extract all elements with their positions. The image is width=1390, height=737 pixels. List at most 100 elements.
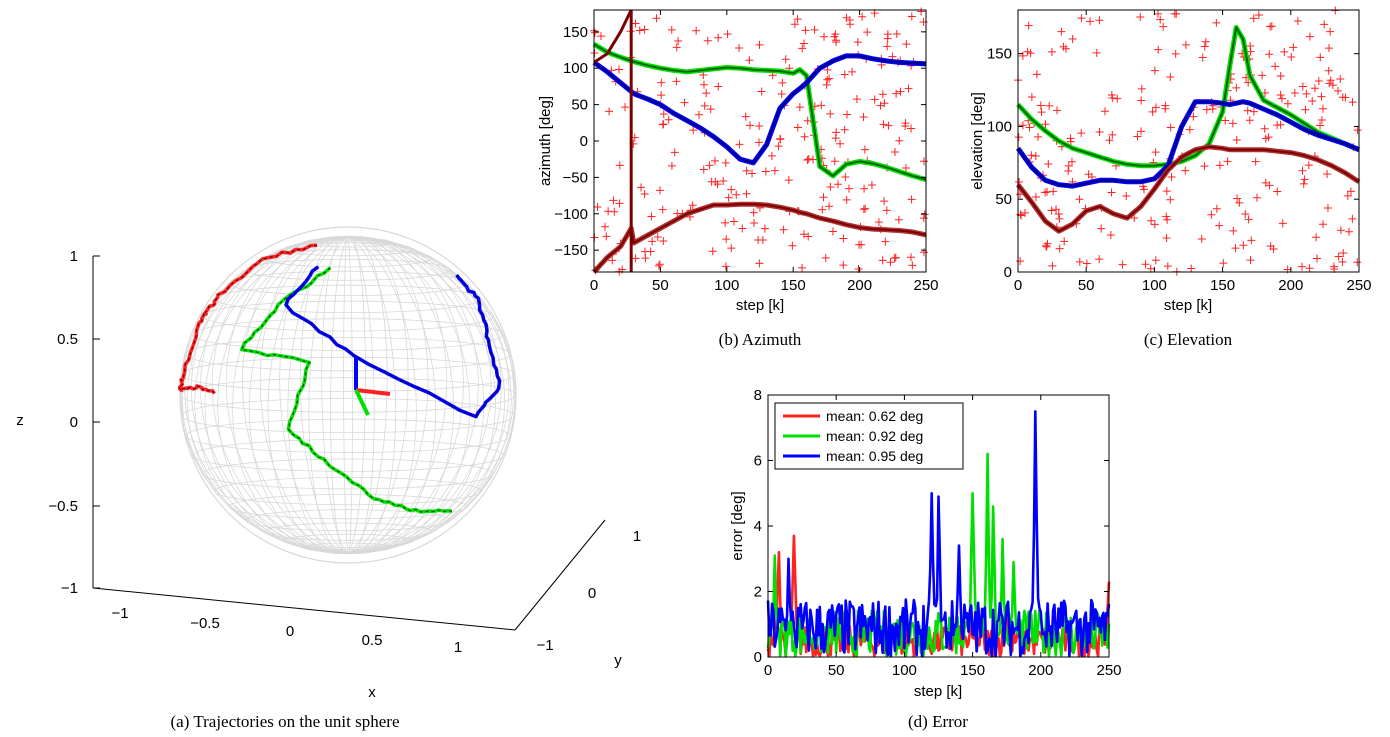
azimuth-plus-marker: [703, 36, 712, 45]
azimuth-plus-marker: [658, 120, 667, 129]
elevation-plus-marker: [1054, 209, 1063, 218]
elevation-plus-marker: [1245, 116, 1254, 125]
elevation-plus-marker: [1153, 9, 1162, 18]
elevation-plus-marker: [1107, 188, 1116, 197]
azimuth-plus-marker: [608, 256, 617, 265]
elevation-plus-marker: [1249, 107, 1258, 116]
azimuth-plus-marker: [839, 261, 848, 270]
elevation-plus-marker: [1316, 121, 1325, 130]
y-tick-label: 0: [588, 585, 596, 602]
azimuth-plus-marker: [901, 164, 910, 173]
azimuth-plus-marker: [640, 25, 649, 34]
azimuth-ytick-label: −100: [554, 206, 588, 223]
elevation-plus-marker: [1287, 53, 1296, 62]
azimuth-plus-marker: [659, 237, 668, 246]
sphere-longitude-line: [330, 235, 366, 555]
elevation-plus-marker: [1283, 99, 1292, 108]
azimuth-plus-marker: [615, 65, 624, 74]
elevation-plus-marker: [1068, 35, 1077, 44]
sphere-longitude-line: [211, 236, 485, 554]
azimuth-plus-marker: [859, 205, 868, 214]
azimuth-plus-marker: [689, 126, 698, 135]
azimuth-plus-marker: [904, 84, 913, 93]
error-y-label: error [deg]: [729, 491, 746, 560]
azimuth-plus-marker: [732, 190, 741, 199]
azimuth-plus-marker: [605, 107, 614, 116]
azimuth-plus-marker: [635, 26, 644, 35]
x-axis-line: [92, 587, 516, 631]
trajectory-green-estimate: [240, 267, 452, 513]
azimuth-plus-marker: [754, 138, 763, 147]
azimuth-plus-marker: [831, 134, 840, 143]
azimuth-plus-marker: [699, 165, 708, 174]
azimuth-plus-marker: [880, 197, 889, 206]
error-xtick-label: 0: [764, 662, 772, 679]
azimuth-plus-marker: [860, 184, 869, 193]
elevation-plus-marker: [1045, 101, 1054, 110]
azimuth-plus-marker: [870, 95, 879, 104]
elevation-x-label: step [k]: [1164, 297, 1212, 314]
error-ytick-label: 0: [754, 649, 762, 666]
error-ticks: 0 50 100 150 200 250 0 2 4 6 8: [754, 387, 1122, 679]
elevation-plus-marker: [1298, 82, 1307, 91]
elevation-plus-marker: [1181, 166, 1190, 175]
azimuth-plus-marker: [721, 158, 730, 167]
legend-label-red: mean: 0.62 deg: [826, 408, 923, 424]
x-tick-label: −1: [111, 605, 128, 622]
elevation-plus-marker: [1067, 157, 1076, 166]
error-ytick-label: 2: [754, 584, 762, 601]
elevation-plus-marker: [1064, 161, 1073, 170]
azimuth-xtick-label: 250: [913, 277, 938, 294]
trajectory-blue-estimate: [285, 266, 501, 418]
azimuth-plus-marker: [745, 56, 754, 65]
elevation-plus-marker: [1100, 107, 1109, 116]
azimuth-plus-marker: [742, 189, 751, 198]
azimuth-plus-marker: [842, 110, 851, 119]
sphere-longitude-line: [184, 236, 512, 554]
azimuth-plus-marker: [798, 263, 807, 272]
x-tick-label: 1: [454, 639, 462, 656]
error-ytick-label: 6: [754, 453, 762, 470]
elevation-plus-marker: [1162, 212, 1171, 221]
azimuth-plus-marker: [672, 77, 681, 86]
elevation-plus-marker: [1027, 151, 1036, 160]
elevation-plus-marker: [1215, 161, 1224, 170]
elevation-green-raw-line: [1016, 25, 1360, 169]
elevation-ytick-label: 150: [987, 46, 1012, 63]
azimuth-plus-marker: [801, 26, 810, 35]
azimuth-plus-marker: [828, 227, 837, 236]
azimuth-plus-marker: [673, 209, 682, 218]
azimuth-plus-marker: [724, 193, 733, 202]
azimuth-plus-marker: [917, 7, 926, 16]
error-blue-line: [766, 410, 1111, 658]
azimuth-plus-marker: [590, 49, 599, 58]
elevation-plus-marker: [1151, 148, 1160, 157]
azimuth-plus-marker: [896, 87, 905, 96]
error-xtick-label: 100: [892, 662, 917, 679]
elevation-plus-marker: [1317, 116, 1326, 125]
elevation-ytick-label: 50: [995, 191, 1012, 208]
elevation-plus-marker: [1266, 22, 1275, 31]
elevation-plus-marker: [1075, 257, 1084, 266]
azimuth-plus-marker: [657, 91, 666, 100]
azimuth-plus-marker: [777, 90, 786, 99]
azimuth-plus-marker: [825, 202, 834, 211]
elevation-plus-marker: [1314, 77, 1323, 86]
azimuth-plus-marker: [841, 173, 850, 182]
elevation-plus-marker: [1277, 94, 1286, 103]
azimuth-plus-marker: [826, 183, 835, 192]
elevation-plus-marker: [1048, 261, 1057, 270]
azimuth-plus-marker: [670, 148, 679, 157]
azimuth-plus-marker: [857, 240, 866, 249]
elevation-plus-marker: [1095, 127, 1104, 136]
y-axis-label: y: [614, 652, 622, 669]
elevation-plus-marker: [1336, 74, 1345, 83]
azimuth-plus-marker: [767, 151, 776, 160]
origin-y-glyph: [354, 389, 370, 416]
azimuth-plus-marker: [727, 244, 736, 253]
sphere-longitude-line: [217, 236, 479, 554]
elevation-plus-marker: [1273, 187, 1282, 196]
azimuth-plus-marker: [881, 237, 890, 246]
x-tick-label: 0: [286, 623, 294, 640]
elevation-plus-marker: [1064, 166, 1073, 175]
